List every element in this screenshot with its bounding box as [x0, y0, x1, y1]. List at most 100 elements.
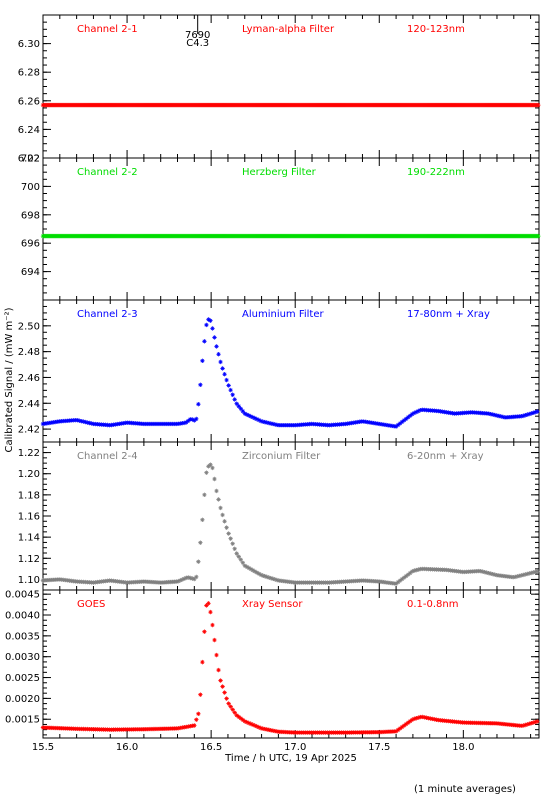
y-tick-label: 6.24: [18, 125, 40, 136]
panel-1: 6.22 6.24 6.26 6.28 6.30 Channel 2-1 Lyman-alp…: [18, 14, 541, 165]
data-point: [401, 575, 407, 580]
data-point: [184, 420, 189, 425]
data-point: [232, 397, 237, 402]
data-point: [533, 409, 538, 415]
data-point: [218, 359, 223, 365]
data-point: [395, 422, 401, 428]
y-tick-label: 1.16: [18, 512, 40, 523]
wavelength-band: 17-80nm + Xray: [407, 309, 490, 320]
y-tick-label: 1.12: [18, 554, 40, 565]
flare-marker-id: 7690: [185, 30, 210, 41]
data-point: [242, 719, 247, 724]
data-point: [272, 577, 278, 582]
data-point: [248, 721, 254, 727]
wavelength-band: 190-222nm: [407, 167, 465, 178]
data-point: [496, 413, 502, 419]
data-point: [218, 505, 223, 511]
data-point: [525, 412, 530, 417]
data-point: [232, 546, 237, 551]
data-point: [182, 420, 187, 426]
data-point: [428, 716, 433, 721]
panel-3: 2.42 2.44 2.46 2.48 2.50 Channel 2-3 Aluminium…: [18, 299, 540, 443]
data-point: [250, 722, 256, 727]
data-point: [525, 571, 530, 577]
data-point: [272, 422, 278, 427]
x-tick-label: 16.0: [116, 742, 138, 753]
data-point: [416, 408, 421, 414]
y-tick-label: 0.0030: [5, 652, 40, 663]
data-point: [206, 317, 211, 322]
data-point: [414, 409, 419, 415]
data-point: [194, 717, 199, 722]
data-point: [486, 570, 492, 576]
y-tick-label: 702: [21, 154, 40, 165]
data-point: [220, 366, 225, 371]
data-point: [264, 420, 270, 425]
data-point: [408, 718, 413, 724]
data-point: [258, 725, 264, 731]
y-tick-label: 700: [21, 182, 40, 193]
data-point: [403, 416, 409, 421]
data-point: [518, 573, 524, 578]
data-point: [202, 629, 207, 634]
data-point: [254, 570, 260, 575]
data-point: [182, 576, 187, 581]
data-point: [536, 233, 541, 239]
data-point: [200, 659, 205, 665]
data-point: [408, 570, 413, 576]
y-tick-label: 696: [21, 239, 40, 250]
data-point: [520, 723, 526, 728]
data-point: [236, 714, 241, 720]
data-point: [399, 576, 405, 582]
data-point: [212, 637, 217, 643]
y-tick-label: 6.28: [18, 68, 40, 79]
data-point: [202, 339, 207, 344]
data-point: [410, 717, 415, 722]
data-point: [512, 574, 518, 580]
data-point: [397, 726, 403, 731]
data-point: [242, 563, 247, 568]
y-tick-label: 1.20: [18, 469, 40, 480]
data-point: [403, 573, 409, 579]
data-point: [240, 717, 245, 723]
y-tick-label: 2.48: [18, 347, 40, 358]
data-point: [256, 417, 262, 423]
data-point: [529, 570, 534, 576]
data-point: [228, 387, 233, 393]
y-tick-label: 6.30: [18, 39, 40, 50]
data-point: [488, 571, 494, 576]
data-point: [232, 710, 237, 715]
data-point: [246, 413, 251, 418]
data-point: [180, 577, 185, 582]
data-point: [246, 720, 251, 726]
data-point: [260, 573, 266, 578]
data-point: [405, 572, 411, 577]
data-point: [520, 413, 526, 419]
y-tick-label: 0.0015: [5, 715, 40, 726]
channel-name: Channel 2-2: [77, 167, 138, 178]
data-point: [523, 722, 528, 728]
data-point: [222, 519, 227, 524]
data-point: [206, 464, 211, 469]
data-point: [206, 601, 211, 606]
data-point: [220, 684, 225, 689]
data-point: [218, 678, 223, 683]
data-point: [85, 420, 90, 425]
data-point: [270, 728, 276, 733]
data-point: [484, 570, 490, 575]
data-point: [478, 568, 484, 574]
data-point: [268, 728, 274, 733]
data-point: [258, 572, 264, 578]
data-point: [514, 574, 520, 579]
flare-marker-class: C4.3: [186, 38, 209, 49]
data-point: [230, 392, 235, 397]
data-point: [200, 517, 205, 523]
data-point: [488, 411, 494, 417]
channel-name: Channel 2-3: [77, 309, 138, 320]
data-point: [196, 401, 201, 407]
data-point: [254, 416, 260, 422]
data-point: [244, 412, 249, 417]
data-point: [194, 416, 199, 422]
data-point: [230, 707, 235, 712]
